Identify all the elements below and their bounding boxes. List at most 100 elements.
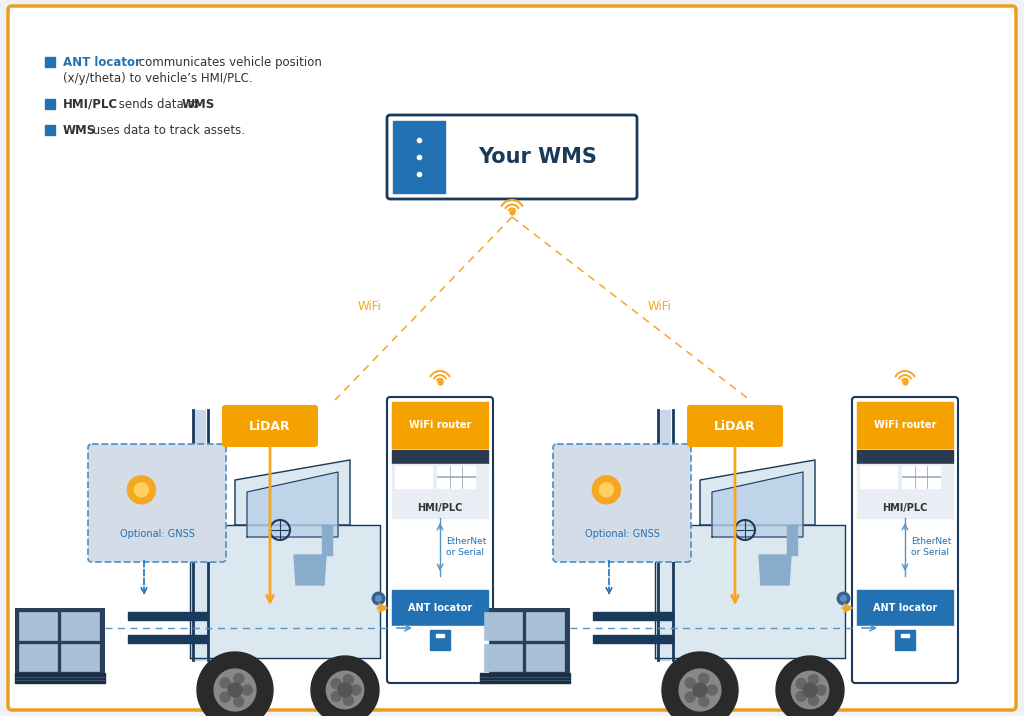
Polygon shape xyxy=(220,692,230,702)
Text: (x/y/theta) to vehicle’s HMI/PLC.: (x/y/theta) to vehicle’s HMI/PLC. xyxy=(63,72,253,84)
Polygon shape xyxy=(351,685,360,695)
Bar xyxy=(430,630,450,650)
Bar xyxy=(901,634,909,637)
Polygon shape xyxy=(127,476,156,504)
FancyBboxPatch shape xyxy=(852,397,958,683)
Polygon shape xyxy=(685,692,695,702)
Text: ANT locator: ANT locator xyxy=(63,56,141,69)
Bar xyxy=(193,410,205,660)
Bar xyxy=(45,99,55,109)
Bar xyxy=(61,644,99,671)
Bar xyxy=(45,125,55,135)
Bar xyxy=(61,612,99,639)
Text: Your WMS: Your WMS xyxy=(478,147,597,167)
Text: EtherNet
or Serial: EtherNet or Serial xyxy=(446,537,486,557)
Bar xyxy=(19,612,57,639)
Polygon shape xyxy=(234,460,350,525)
Bar xyxy=(593,612,673,620)
Text: HMI/PLC: HMI/PLC xyxy=(883,503,928,513)
Bar xyxy=(15,673,105,683)
Text: Optional: GNSS: Optional: GNSS xyxy=(120,529,195,539)
Polygon shape xyxy=(816,685,826,695)
Polygon shape xyxy=(338,683,352,697)
Bar xyxy=(480,608,570,683)
Text: Optional: GNSS: Optional: GNSS xyxy=(585,529,659,539)
Polygon shape xyxy=(311,656,379,716)
Bar xyxy=(128,612,208,620)
Text: HMI/PLC: HMI/PLC xyxy=(63,97,118,110)
Text: WMS: WMS xyxy=(182,97,215,110)
Polygon shape xyxy=(343,695,353,705)
Text: communicates vehicle position: communicates vehicle position xyxy=(135,56,322,69)
Polygon shape xyxy=(214,669,256,711)
FancyBboxPatch shape xyxy=(553,444,691,562)
Text: WiFi: WiFi xyxy=(358,300,382,313)
Bar xyxy=(593,635,673,643)
Bar xyxy=(895,630,915,650)
Polygon shape xyxy=(247,472,338,537)
Text: .: . xyxy=(208,97,212,110)
Bar xyxy=(857,464,953,518)
FancyBboxPatch shape xyxy=(222,405,318,447)
Text: WiFi router: WiFi router xyxy=(409,420,471,430)
Bar xyxy=(393,121,445,193)
Bar xyxy=(392,464,488,518)
Polygon shape xyxy=(233,697,244,707)
Text: WMS: WMS xyxy=(63,123,96,137)
Text: EtherNet
or Serial: EtherNet or Serial xyxy=(911,537,951,557)
Polygon shape xyxy=(294,555,326,585)
Polygon shape xyxy=(220,678,230,688)
Polygon shape xyxy=(685,678,695,688)
FancyBboxPatch shape xyxy=(387,397,493,683)
Text: sends data to: sends data to xyxy=(115,97,203,110)
Polygon shape xyxy=(331,679,341,689)
Polygon shape xyxy=(797,692,806,702)
Polygon shape xyxy=(233,674,244,684)
Bar xyxy=(484,612,522,639)
Bar xyxy=(392,450,488,464)
Polygon shape xyxy=(792,672,828,709)
Bar xyxy=(526,612,564,639)
Text: WiFi router: WiFi router xyxy=(873,420,936,430)
Bar xyxy=(45,57,55,67)
Polygon shape xyxy=(776,656,844,716)
Polygon shape xyxy=(190,525,380,658)
Polygon shape xyxy=(599,483,613,497)
Polygon shape xyxy=(663,652,738,716)
Text: HMI/PLC: HMI/PLC xyxy=(418,503,463,513)
Polygon shape xyxy=(327,672,364,709)
Bar xyxy=(860,466,897,488)
FancyBboxPatch shape xyxy=(8,6,1016,710)
Polygon shape xyxy=(808,695,818,705)
Bar xyxy=(392,590,488,626)
Text: LiDAR: LiDAR xyxy=(249,420,291,432)
Polygon shape xyxy=(331,692,341,702)
Bar xyxy=(128,635,208,643)
Polygon shape xyxy=(797,679,806,689)
Bar xyxy=(15,608,105,683)
Polygon shape xyxy=(708,685,717,695)
Bar xyxy=(857,402,953,448)
Text: ANT locator: ANT locator xyxy=(408,603,472,613)
Polygon shape xyxy=(693,683,707,697)
Bar xyxy=(436,634,444,637)
FancyBboxPatch shape xyxy=(88,444,226,562)
Bar xyxy=(526,644,564,671)
FancyBboxPatch shape xyxy=(387,115,637,199)
Bar xyxy=(857,590,953,626)
Text: LiDAR: LiDAR xyxy=(714,420,756,432)
Polygon shape xyxy=(808,674,818,684)
FancyBboxPatch shape xyxy=(687,405,783,447)
Bar xyxy=(484,644,522,671)
Bar xyxy=(437,466,475,488)
Bar xyxy=(392,626,488,678)
Polygon shape xyxy=(759,555,791,585)
Text: uses data to track assets.: uses data to track assets. xyxy=(89,123,245,137)
Polygon shape xyxy=(228,683,242,697)
Bar xyxy=(19,644,57,671)
Bar xyxy=(480,673,570,683)
Polygon shape xyxy=(322,525,332,555)
Polygon shape xyxy=(679,669,721,711)
Bar xyxy=(392,402,488,448)
Polygon shape xyxy=(698,674,709,684)
